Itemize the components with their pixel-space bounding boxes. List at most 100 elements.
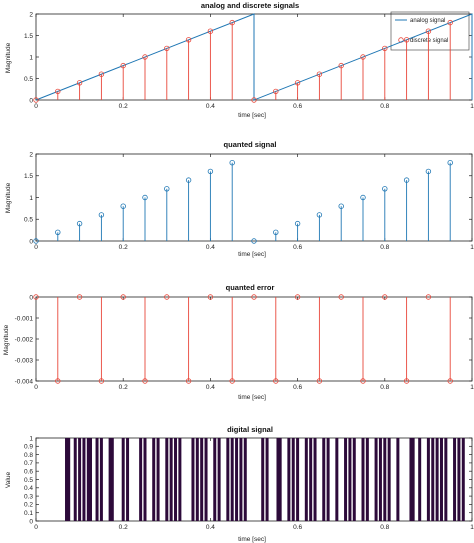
panel2-ytick-label: 0.5 (24, 217, 33, 224)
panel4-bar (99, 438, 103, 521)
panel4-bar (65, 438, 69, 521)
panel1-stem-marker (55, 88, 61, 95)
panel4-bar (78, 438, 82, 521)
panel1-stem-marker (403, 37, 410, 43)
panel1-xtick-label: 0.4 (206, 103, 215, 110)
panel4-bar (313, 438, 317, 521)
panel4-ytick-label: 0.8 (24, 452, 33, 459)
panel4-bar (352, 438, 356, 521)
panel3-stem-marker (33, 294, 39, 300)
panel1-stem-marker (338, 62, 344, 69)
panel4-xtick-label: 0.4 (206, 524, 215, 531)
panel1-ytick-label: 1.5 (24, 33, 33, 40)
panel4-ytick-label: 0.7 (24, 460, 33, 467)
panel2-stem-marker (98, 212, 105, 218)
panel1-stem-marker (142, 54, 148, 60)
panel4-bar (95, 438, 99, 521)
panel4-bar (278, 438, 282, 521)
panel4-bar (431, 438, 435, 521)
panel3-stem-marker (98, 378, 105, 384)
panel2-xlabel: time [sec] (238, 251, 266, 258)
panel4-bar (348, 438, 352, 521)
panel2-title: quanted signal (224, 140, 277, 149)
panel3-stem-marker (251, 294, 257, 300)
panel1-stem-marker (229, 19, 235, 26)
panel1-stem-marker (120, 62, 126, 69)
panel2-stem-marker (76, 220, 83, 227)
panel4-bar (239, 438, 243, 521)
panel1-series-line (35, 13, 473, 101)
panel1-legend-label-discrete: discrete signal (410, 38, 448, 44)
panel4-bar (235, 438, 239, 521)
panel4-bar (174, 438, 178, 521)
panel4-bar (121, 438, 125, 521)
panel2-stem-marker (120, 203, 126, 209)
panel3-stem-marker (273, 378, 279, 384)
panel2-xtick-label: 0.6 (293, 244, 302, 251)
panel4-bar (444, 438, 448, 521)
panel1-stem-marker (316, 71, 323, 77)
panel3-xtick-label: 0.6 (293, 384, 302, 391)
panel2-stem-marker (360, 194, 366, 201)
panel2-stem-marker (273, 229, 279, 235)
panel2-stem-marker (447, 159, 453, 166)
panel4-bar (73, 438, 77, 521)
panel1-stem-marker (98, 71, 105, 77)
panel2-ytick-label: 1.5 (24, 173, 33, 180)
panel4-ytick-label: 0.2 (24, 502, 33, 509)
panel1-ytick-label: 0 (29, 97, 33, 104)
panel4-bar (200, 438, 204, 521)
panel1-ytick-label: 2 (29, 11, 33, 18)
panel1-stem-marker (251, 97, 257, 103)
panel3-stem-marker (76, 294, 83, 300)
panel4-bar (453, 438, 457, 521)
panel1-ytick-label: 1 (29, 54, 33, 61)
panel4-bar (265, 438, 269, 521)
panel4-bar (461, 438, 465, 521)
panel4-bar (378, 438, 382, 521)
panel1-stem-marker (76, 80, 83, 86)
panel4-bar (396, 438, 400, 521)
panel3-stem-marker (447, 378, 453, 384)
panel4-bar (296, 438, 300, 521)
panel4-bar (110, 438, 114, 521)
panel3-xtick-label: 0.4 (206, 384, 215, 391)
panel3-ytick-label: -0.004 (15, 378, 34, 385)
panel3-stem-marker (425, 294, 432, 300)
panel4-bar (439, 438, 443, 521)
panel4-bar (322, 438, 326, 521)
panel1-stem-marker (33, 97, 39, 103)
panel3-stem-marker (229, 378, 235, 384)
panel4-bar (291, 438, 295, 521)
panel1-legend: analog signal discrete signal (390, 11, 470, 51)
panel3-ytick-label: -0.001 (15, 315, 34, 322)
panel4-ytick-label: 0.5 (24, 477, 33, 484)
panel3-title: quanted error (226, 283, 275, 292)
panel1-title: analog and discrete signals (201, 1, 299, 10)
panel4-bar (108, 438, 112, 521)
panel3-stem-marker (382, 294, 388, 300)
panel1-xtick-label: 0.6 (293, 103, 302, 110)
panel2-stem-marker (251, 238, 257, 244)
panel4-bar (204, 438, 208, 521)
panel4-bar (418, 438, 422, 521)
panel4-bar (435, 438, 439, 521)
panel3-stem-marker (360, 378, 366, 384)
panel4-ytick-label: 0 (29, 518, 33, 525)
plot-layer: 0 0.2 0.4 0.6 0.8 100.511.520 0.2 0.4 0.6 0.8 100.… (15, 11, 474, 531)
panel2-stem-marker (382, 186, 388, 192)
panel2-stem-marker (229, 159, 235, 166)
panel4-bar (152, 438, 156, 521)
panel4-bar (226, 438, 230, 521)
panel2-ytick-label: 2 (29, 151, 33, 158)
panel3-xlabel: time [sec] (238, 394, 266, 401)
panel2-ytick-label: 1 (29, 195, 33, 202)
panel4-bar (387, 438, 391, 521)
panel3-xtick-label: 1 (470, 384, 474, 391)
panel2-xtick-label: 0.8 (380, 244, 389, 251)
panel3-stem-marker (338, 294, 344, 300)
panel4-title: digital signal (227, 425, 273, 434)
panel2-stem-marker (316, 212, 323, 218)
panel1-stem-marker (360, 54, 366, 60)
panel4-ytick-label: 0.3 (24, 493, 33, 500)
